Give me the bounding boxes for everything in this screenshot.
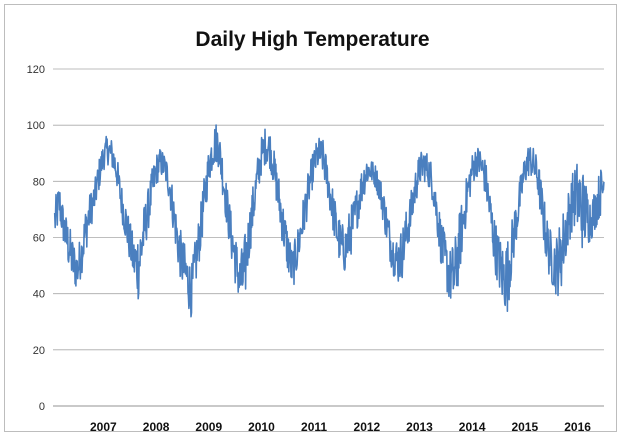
grid-lines <box>53 68 604 407</box>
series-daily-high <box>53 124 605 318</box>
x-tick-label-2007: 2007 <box>90 420 117 434</box>
y-tick-label: 0 <box>39 401 45 413</box>
x-tick-label-2012: 2012 <box>354 420 381 434</box>
x-tick-label-2015: 2015 <box>511 420 538 434</box>
x-tick-label-2009: 2009 <box>195 420 222 434</box>
x-tick-label-2014: 2014 <box>459 420 486 434</box>
x-axis-ticks: 2007 2008 2009 2010 2011 2012 2013 2014 2015 2016 <box>90 420 591 434</box>
y-tick-label: 120 <box>27 64 45 76</box>
y-tick-label: 40 <box>33 289 45 301</box>
x-tick-label-2008: 2008 <box>143 420 170 434</box>
x-tick-label-2010: 2010 <box>248 420 275 434</box>
series-line <box>53 124 605 318</box>
y-tick-label: 100 <box>27 120 45 132</box>
x-tick-label-2011: 2011 <box>301 420 327 434</box>
y-tick-label: 60 <box>33 233 45 245</box>
y-tick-label: 20 <box>33 345 45 357</box>
chart-title: Daily High Temperature <box>195 28 430 51</box>
x-tick-label-2013: 2013 <box>406 420 433 434</box>
y-axis-ticks: 0 20 40 60 80 100 120 <box>27 64 45 413</box>
y-tick-label: 80 <box>33 176 45 188</box>
x-tick-label-2016: 2016 <box>564 420 591 434</box>
